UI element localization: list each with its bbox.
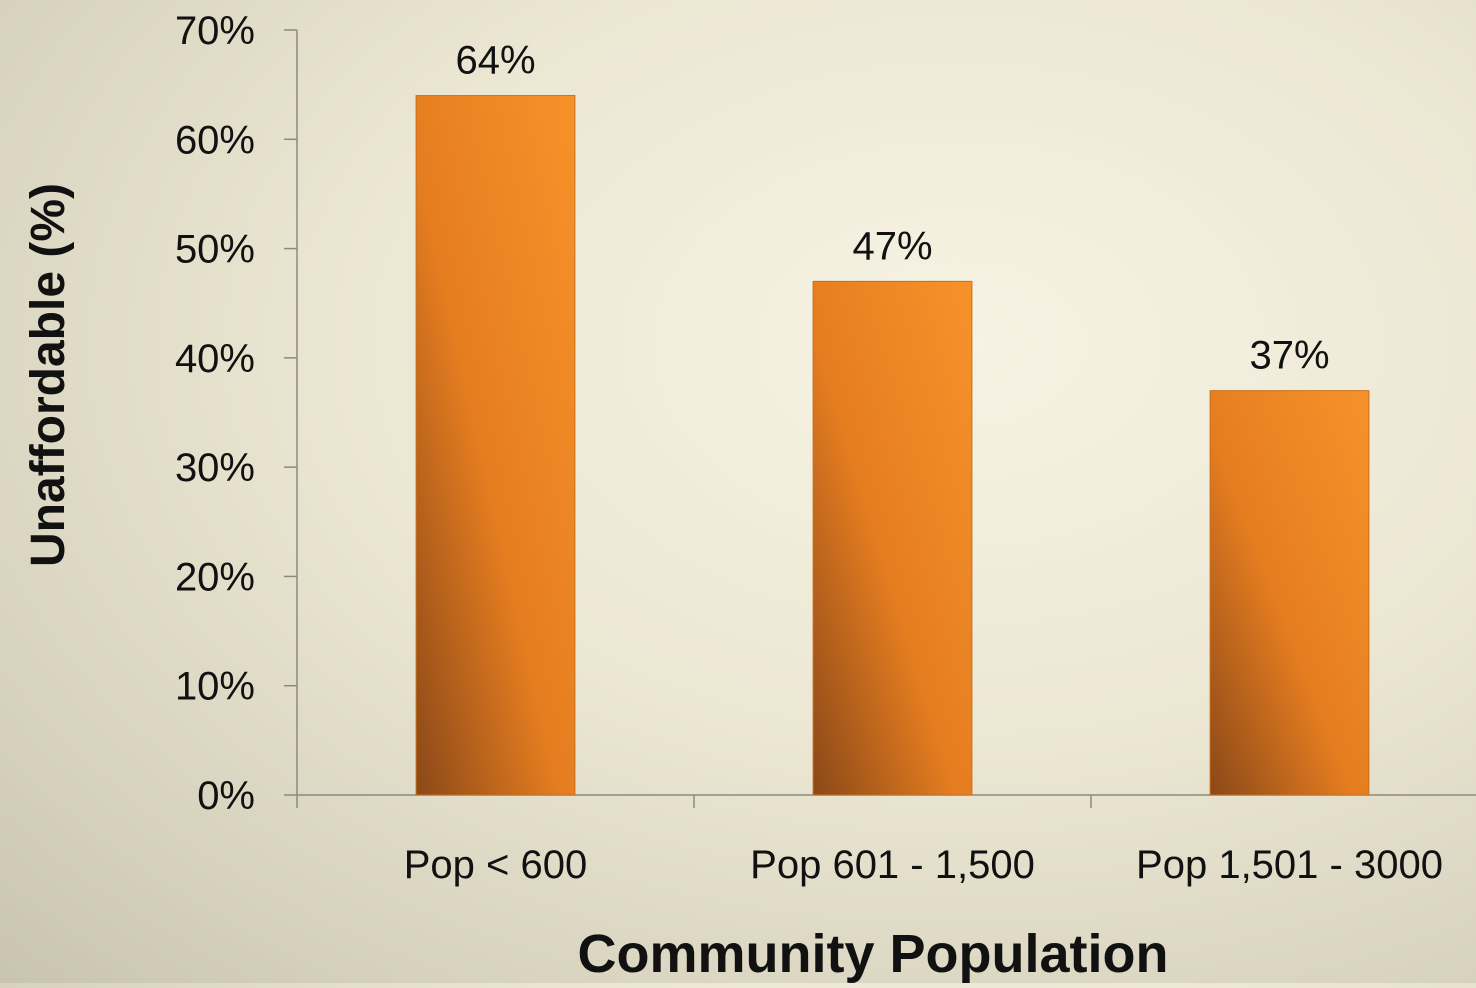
bars-group: [415, 95, 1370, 796]
bar: [415, 95, 576, 796]
y-tick-label: 60%: [175, 118, 255, 162]
x-axis: Pop < 600 Pop 601 - 1,500 Pop 1,501 - 3000: [296, 794, 1476, 887]
x-tick-label: Pop < 600: [404, 843, 588, 887]
y-tick-label: 50%: [175, 228, 255, 272]
x-tick-label: Pop 601 - 1,500: [750, 843, 1035, 887]
y-tick-label: 10%: [175, 665, 255, 709]
y-tick-label: 70%: [175, 9, 255, 53]
y-axis: 0% 10% 20% 30% 40% 50% 60% 70%: [175, 9, 298, 818]
x-axis-title: Community Population: [578, 924, 1169, 983]
data-label: 47%: [852, 224, 932, 268]
y-axis-title: Unaffordable (%): [22, 183, 75, 567]
y-tick-label: 0%: [197, 774, 255, 818]
bar: [1209, 390, 1370, 796]
y-tick-label: 20%: [175, 555, 255, 599]
data-label: 64%: [455, 39, 535, 83]
y-tick-label: 40%: [175, 337, 255, 381]
bar: [812, 280, 973, 796]
data-labels-group: 64% 47% 37%: [455, 39, 1329, 378]
y-tick-label: 30%: [175, 446, 255, 490]
data-label: 37%: [1249, 334, 1329, 378]
x-tick-label: Pop 1,501 - 3000: [1136, 843, 1443, 887]
